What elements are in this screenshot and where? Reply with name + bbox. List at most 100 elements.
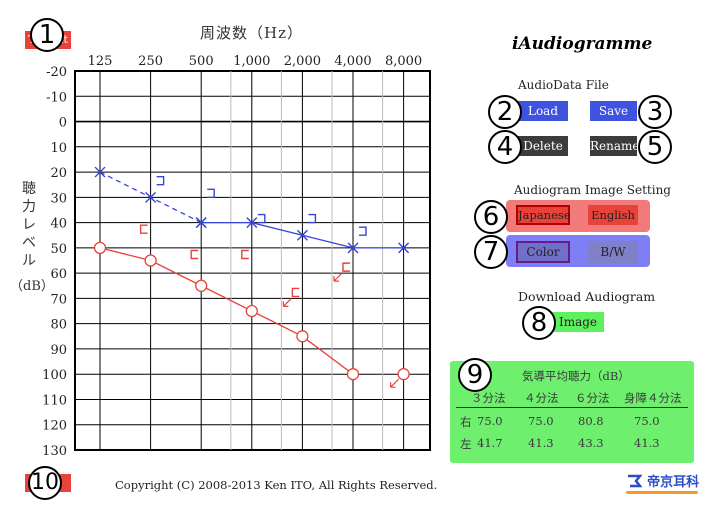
series-line-0 xyxy=(99,247,354,375)
y-axis-label-char: ベ xyxy=(22,235,36,251)
marker-6: 6 xyxy=(474,200,508,234)
marker-1: 1 xyxy=(30,18,64,52)
data-point-cross xyxy=(246,217,258,229)
y-tick-label: 120 xyxy=(42,419,67,434)
data-point-circle xyxy=(245,304,258,318)
y-tick-label: -20 xyxy=(46,65,67,80)
download-heading: Download Audiogram xyxy=(518,289,656,304)
data-point-circle xyxy=(397,368,410,381)
y-tick-label: 70 xyxy=(50,292,67,307)
data-point-circle xyxy=(195,279,208,292)
x-tick-label: 250 xyxy=(138,54,163,69)
y-tick-label: 110 xyxy=(42,393,67,408)
y-axis-label: 聴 力 レ ベ ル xyxy=(18,180,40,270)
x-tick-label: 125 xyxy=(88,54,113,69)
copyright-text: Copyright (C) 2008-2013 Ken ITO, All Rig… xyxy=(115,478,438,492)
save-button[interactable]: Save xyxy=(590,101,637,121)
data-point-bracket-left xyxy=(342,262,350,272)
average-divider xyxy=(456,407,688,408)
y-tick-label: 40 xyxy=(50,217,67,232)
row-right-value: 75.0 xyxy=(477,414,503,428)
clinic-logo-text: 帝京耳科 xyxy=(647,475,700,490)
clinic-logo: 帝京耳科 xyxy=(626,470,699,494)
plot-frame xyxy=(74,70,431,451)
row-left-value: 41.7 xyxy=(477,436,503,450)
data-point-circle xyxy=(296,330,309,343)
average-title: 気導平均聴力（dB） xyxy=(522,369,630,383)
col-header-4: ４分法 xyxy=(524,391,559,405)
row-right-value: 80.8 xyxy=(578,414,604,428)
marker-5: 5 xyxy=(638,130,672,164)
col-header-3: ３分法 xyxy=(471,391,506,405)
load-button[interactable]: Load xyxy=(518,101,568,121)
row-left-side: 左 xyxy=(460,437,472,451)
row-left-value: 41.3 xyxy=(634,436,660,450)
marker-3: 3 xyxy=(638,95,672,129)
y-tick-label: 20 xyxy=(50,166,67,181)
y-tick-label: 0 xyxy=(59,116,67,131)
y-tick-label: -10 xyxy=(46,90,67,105)
data-point-circle xyxy=(93,241,107,255)
data-point-cross xyxy=(195,217,207,229)
data-point-bracket-left xyxy=(190,249,199,260)
marker-8: 8 xyxy=(522,306,556,340)
app-title: iAudiogramme xyxy=(512,34,653,54)
data-point-circle xyxy=(346,368,360,381)
data-point-bracket-right xyxy=(207,188,215,199)
col-header-6: ６分法 xyxy=(575,391,610,405)
data-point-bracket-right xyxy=(257,213,266,224)
image-download-button[interactable]: Image xyxy=(552,312,604,332)
row-left-value: 43.3 xyxy=(578,436,604,450)
y-tick-label: 80 xyxy=(50,318,67,333)
y-tick-label: 90 xyxy=(50,343,67,358)
y-axis-label-char: ル xyxy=(22,253,36,269)
x-tick-label: 500 xyxy=(189,54,214,69)
marker-9: 9 xyxy=(458,358,492,392)
marker-2: 2 xyxy=(488,95,522,129)
y-axis-label-char: 力 xyxy=(22,199,36,215)
x-tick-label: 1,000 xyxy=(233,54,270,69)
row-right-side: 右 xyxy=(460,415,472,429)
data-point-bracket-left xyxy=(241,249,249,260)
data-point-bracket-right xyxy=(308,213,317,224)
y-tick-label: 10 xyxy=(50,141,67,156)
data-point-bracket-left xyxy=(291,287,300,298)
y-tick-label: 100 xyxy=(42,368,67,383)
marker-10: 10 xyxy=(28,466,62,500)
x-tick-label: 8,000 xyxy=(385,54,422,69)
row-right-value: 75.0 xyxy=(634,414,660,428)
data-point-cross xyxy=(398,242,410,254)
data-point-cross xyxy=(145,191,157,203)
y-axis-label-char: レ xyxy=(22,217,36,233)
scale-out-arrow xyxy=(333,272,343,282)
y-tick-label: 60 xyxy=(50,267,67,282)
data-point-bracket-right xyxy=(156,176,165,186)
data-point-cross xyxy=(94,166,106,178)
delete-button[interactable]: Delete xyxy=(518,136,568,156)
y-tick-label: 30 xyxy=(50,191,67,206)
x-tick-label: 4,000 xyxy=(334,54,371,69)
data-point-cross xyxy=(296,229,308,241)
col-header-shinsho: 身障４分法 xyxy=(624,391,682,405)
color-button[interactable]: Color xyxy=(516,241,570,263)
japanese-button[interactable]: Japanese xyxy=(516,205,571,225)
rename-button[interactable]: Rename xyxy=(590,136,640,156)
y-axis-unit: （dB） xyxy=(10,279,54,294)
data-point-circle xyxy=(144,254,157,267)
data-point-bracket-left xyxy=(139,224,148,234)
frequency-axis-title: 周波数（Hz） xyxy=(200,24,303,42)
data-point-bracket-right xyxy=(359,226,367,236)
bw-button[interactable]: B/W xyxy=(588,241,638,263)
english-button[interactable]: English xyxy=(588,205,638,225)
y-tick-label: 130 xyxy=(42,444,67,459)
y-tick-label: 50 xyxy=(50,242,67,257)
clinic-logo-underline xyxy=(626,491,698,494)
image-setting-heading: Audiogram Image Setting xyxy=(514,183,671,197)
marker-4: 4 xyxy=(488,130,522,164)
scale-out-arrow xyxy=(390,378,400,388)
x-tick-label: 2,000 xyxy=(284,54,321,69)
audio-file-heading: AudioData File xyxy=(518,78,609,92)
data-point-cross xyxy=(347,242,359,254)
y-axis-label-char: 聴 xyxy=(22,181,36,197)
